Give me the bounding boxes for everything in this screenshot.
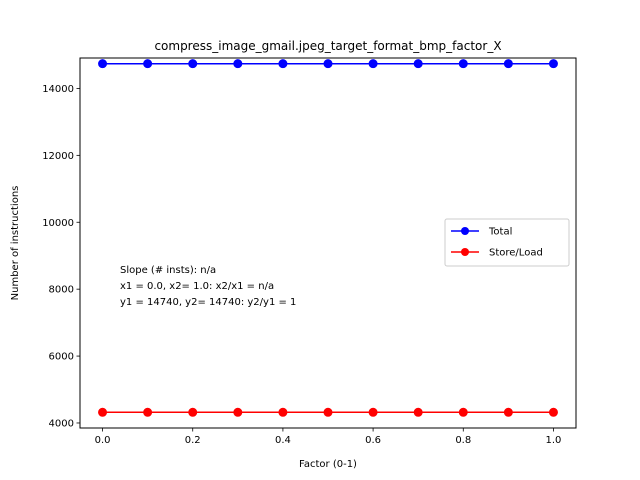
x-tick-label: 1.0 (546, 435, 562, 446)
x-tick-label: 0.6 (365, 435, 381, 446)
data-point-store-load (143, 407, 153, 417)
x-tick-label: 0.8 (455, 435, 471, 446)
y-tick-label: 4000 (49, 418, 74, 429)
y-axis: 4000 6000 8000 10000 12000 14000 (42, 84, 80, 429)
data-point-store-load (458, 407, 468, 417)
data-point-total (278, 59, 288, 69)
y-tick-label: 12000 (42, 151, 74, 162)
data-point-total (458, 59, 468, 69)
y-tick-label: 14000 (42, 84, 74, 95)
data-point-total (98, 59, 108, 69)
data-point-store-load (98, 407, 108, 417)
data-point-store-load (233, 407, 243, 417)
x-axis: 0.0 0.2 0.4 0.6 0.8 1.0 (95, 428, 562, 446)
data-point-store-load (548, 407, 558, 417)
annotation-line: x1 = 0.0, x2= 1.0: x2/x1 = n/a (120, 281, 274, 292)
data-point-total (188, 59, 198, 69)
legend-label: Store/Load (489, 248, 543, 259)
series-layer (98, 59, 558, 417)
x-tick-label: 0.2 (185, 435, 201, 446)
legend-marker (461, 227, 469, 235)
data-point-store-load (278, 407, 288, 417)
x-axis-label: Factor (0-1) (299, 459, 357, 470)
y-tick-label: 8000 (49, 285, 74, 296)
data-point-store-load (413, 407, 423, 417)
data-point-total (503, 59, 513, 69)
x-tick-label: 0.4 (275, 435, 291, 446)
data-point-store-load (323, 407, 333, 417)
x-tick-label: 0.0 (95, 435, 111, 446)
legend-marker (461, 248, 469, 256)
data-point-total (413, 59, 423, 69)
data-point-total (323, 59, 333, 69)
annotation-line: y1 = 14740, y2= 14740: y2/y1 = 1 (120, 297, 296, 308)
legend-label: Total (488, 227, 512, 238)
legend: Total Store/Load (444, 218, 570, 267)
data-point-store-load (188, 407, 198, 417)
data-point-total (548, 59, 558, 69)
annotation-line: Slope (# insts): n/a (120, 265, 216, 276)
y-axis-label: Number of instructions (10, 186, 21, 301)
y-tick-label: 10000 (42, 218, 74, 229)
data-point-total (143, 59, 153, 69)
data-point-total (368, 59, 378, 69)
data-point-store-load (503, 407, 513, 417)
data-point-store-load (368, 407, 378, 417)
plot-frame (79, 57, 577, 429)
y-tick-label: 6000 (49, 352, 74, 363)
chart-title: compress_image_gmail.jpeg_target_format_… (154, 39, 501, 53)
slope-annotation: Slope (# insts): n/a x1 = 0.0, x2= 1.0: x… (120, 265, 296, 308)
data-point-total (233, 59, 243, 69)
